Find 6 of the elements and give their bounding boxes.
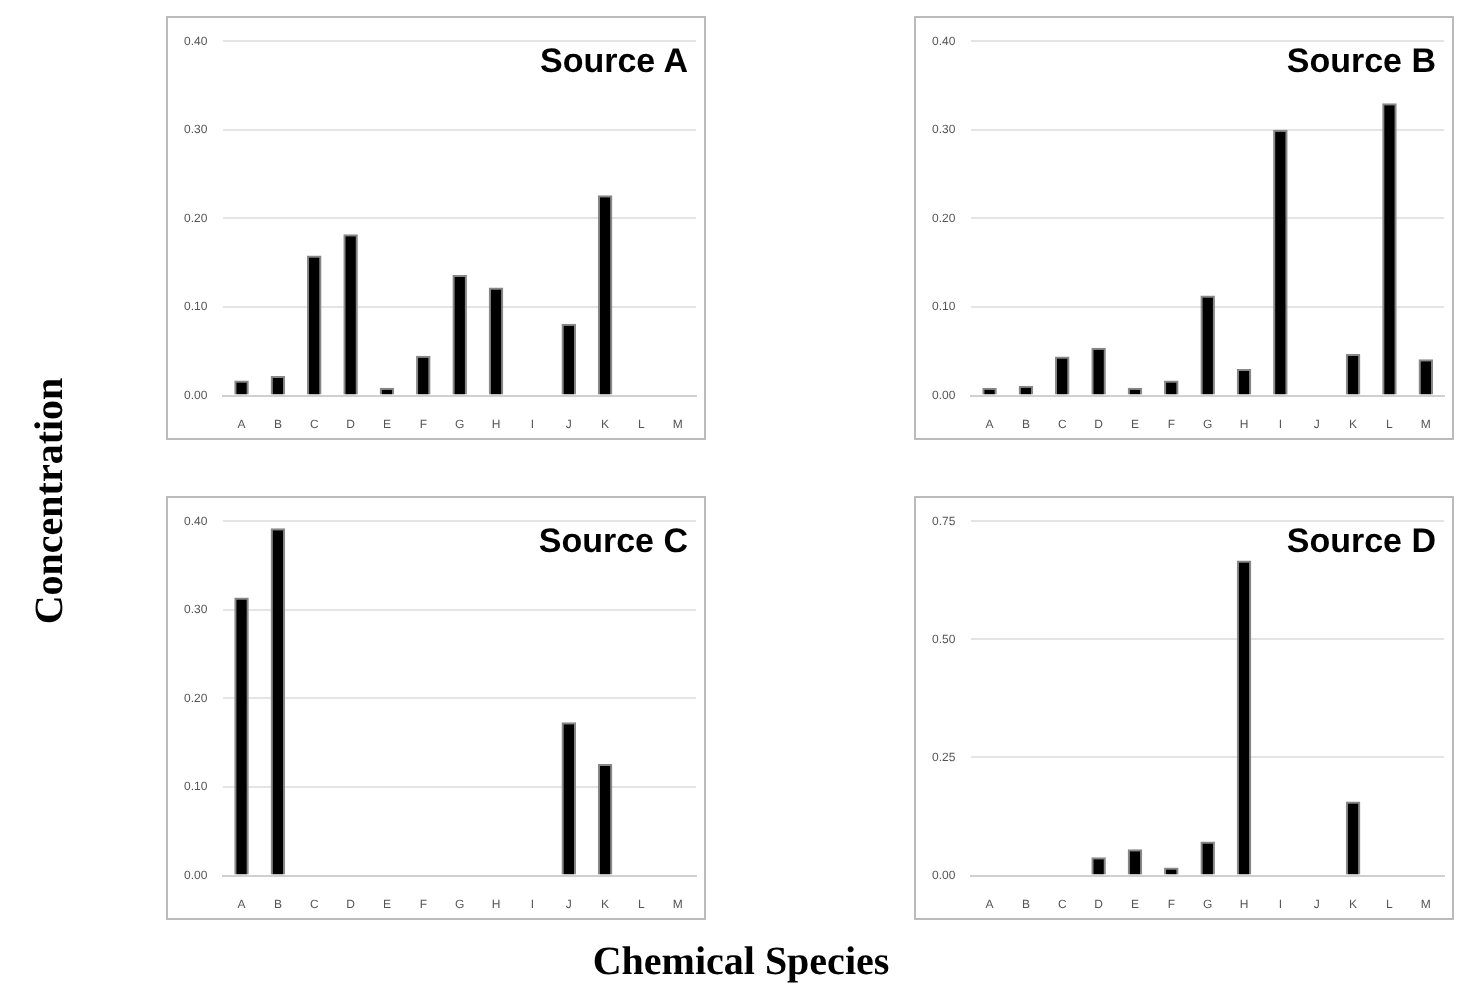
chart-title: Source D [1286, 521, 1436, 560]
chart-title: Source B [1286, 41, 1436, 80]
y-axis-title: Concentration [29, 376, 75, 624]
x-axis-title: Chemical Species [590, 940, 892, 986]
chart-title: Source A [539, 41, 688, 80]
chart-title: Source C [538, 521, 688, 560]
